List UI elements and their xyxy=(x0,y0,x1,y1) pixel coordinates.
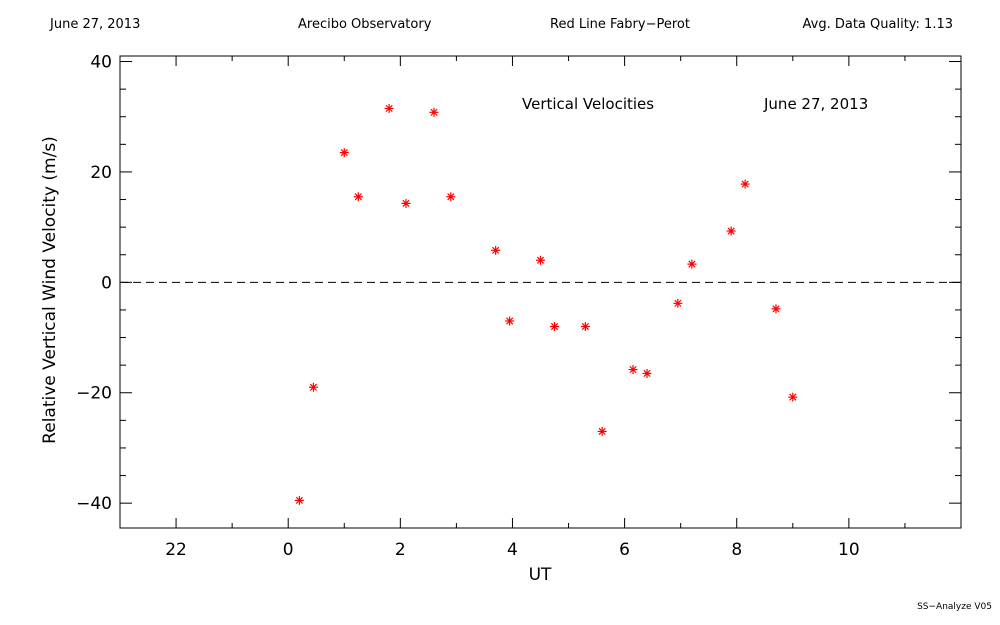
header-observatory: Arecibo Observatory xyxy=(298,17,432,32)
data-point xyxy=(384,103,394,113)
axis-ticks xyxy=(119,56,962,528)
y-tick-label: 20 xyxy=(90,163,112,183)
data-point xyxy=(687,259,697,269)
data-point xyxy=(771,304,781,314)
data-point xyxy=(294,495,304,505)
x-axis-label: UT xyxy=(529,565,552,585)
data-point xyxy=(788,392,798,402)
x-tick-label: 22 xyxy=(165,540,187,560)
data-point xyxy=(339,148,349,158)
data-point xyxy=(446,192,456,202)
data-point xyxy=(536,255,545,265)
data-point xyxy=(429,107,439,117)
header-date: June 27, 2013 xyxy=(50,17,141,32)
y-tick-label: −20 xyxy=(76,384,112,404)
version-footer: SS−Analyze V05 xyxy=(917,602,992,612)
y-tick-label: −40 xyxy=(76,494,112,514)
data-point xyxy=(401,198,411,208)
data-point xyxy=(642,368,652,378)
x-tick-label: 2 xyxy=(395,540,406,560)
data-point xyxy=(673,298,683,308)
data-point xyxy=(580,322,590,332)
chart-date-label: June 27, 2013 xyxy=(763,95,868,113)
x-tick-label: 6 xyxy=(619,540,630,560)
data-point xyxy=(550,322,560,332)
y-axis-label: Relative Vertical Wind Velocity (m/s) xyxy=(40,136,60,444)
data-point xyxy=(726,226,736,236)
header-quality: Avg. Data Quality: 1.13 xyxy=(802,17,953,32)
plot-frame xyxy=(119,55,962,529)
data-point xyxy=(597,426,607,436)
x-tick-label: 10 xyxy=(838,540,860,560)
y-tick-label: 0 xyxy=(101,273,112,293)
data-points xyxy=(294,103,798,505)
data-point xyxy=(505,316,515,326)
data-point xyxy=(628,365,638,375)
data-point xyxy=(308,382,318,392)
tick-labels: 22 0 2 4 6 8 10 −40 −20 0 20 40 xyxy=(76,53,860,560)
y-tick-label: 40 xyxy=(90,53,112,73)
x-tick-label: 4 xyxy=(507,540,518,560)
x-tick-label: 0 xyxy=(283,540,294,560)
x-tick-label: 8 xyxy=(731,540,742,560)
data-point xyxy=(740,179,750,189)
header-instrument: Red Line Fabry−Perot xyxy=(550,17,690,32)
chart-title: Vertical Velocities xyxy=(522,95,654,113)
data-point xyxy=(353,192,363,202)
data-point xyxy=(491,245,501,255)
